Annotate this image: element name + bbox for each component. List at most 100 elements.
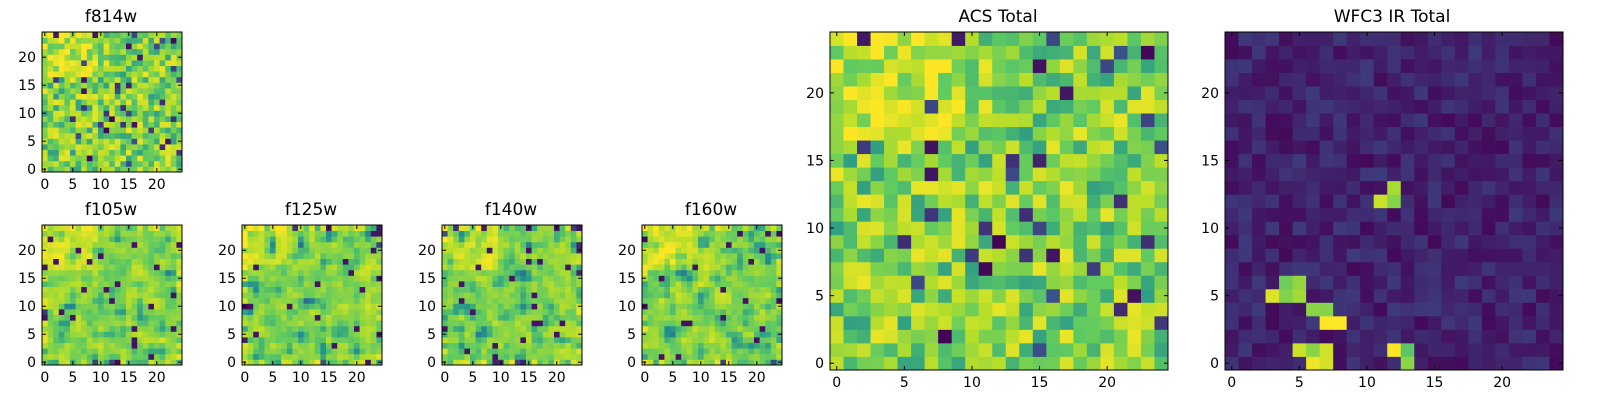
heatmap-cell: [86, 76, 93, 83]
heatmap-cell: [75, 292, 82, 299]
heatmap-cell: [647, 331, 654, 338]
heatmap-cell: [47, 37, 54, 44]
heatmap-cell: [120, 264, 127, 271]
heatmap-cell: [1414, 234, 1429, 249]
heatmap-cell: [298, 269, 304, 276]
heatmap-cell: [92, 353, 99, 360]
heatmap-cell: [675, 337, 682, 343]
heatmap-cell: [114, 225, 121, 231]
heatmap-cell: [559, 320, 566, 327]
heatmap-cell: [270, 331, 276, 338]
heatmap-cell: [1279, 99, 1293, 114]
heatmap-cell: [247, 325, 254, 332]
heatmap-cell: [830, 302, 844, 317]
heatmap-cell: [1468, 126, 1483, 141]
heatmap-cell: [542, 359, 549, 366]
heatmap-cell: [47, 309, 54, 315]
heatmap-cell: [1019, 342, 1034, 357]
heatmap-cell: [75, 166, 82, 173]
heatmap-cell: [103, 127, 110, 134]
heatmap-cell: [120, 247, 127, 254]
heatmap-cell: [475, 348, 482, 355]
heatmap-cell: [1225, 45, 1239, 60]
heatmap-cell: [170, 314, 177, 321]
heatmap-cell: [531, 297, 538, 304]
heatmap-cell: [1333, 86, 1348, 100]
heatmap-cell: [270, 320, 276, 327]
heatmap-cell: [170, 37, 177, 44]
heatmap-cell: [1360, 207, 1375, 222]
heatmap-cell: [514, 264, 521, 271]
heatmap-cell: [537, 241, 544, 248]
heatmap-cell: [92, 281, 99, 287]
heatmap-cell: [58, 281, 65, 287]
heatmap-cell: [1441, 45, 1456, 60]
heatmap-cell: [264, 253, 271, 259]
heatmap-cell: [354, 258, 360, 265]
heatmap-cell: [658, 309, 665, 315]
heatmap-cell: [64, 127, 71, 134]
heatmap-cell: [737, 309, 744, 315]
heatmap-cell: [131, 281, 138, 287]
heatmap-cell: [1100, 329, 1115, 344]
heatmap-cell: [1154, 45, 1169, 60]
heatmap-cell: [109, 48, 116, 55]
heatmap-cell: [1292, 275, 1307, 290]
heatmap-cell: [1414, 180, 1429, 195]
heatmap-cell: [548, 258, 555, 265]
heatmap-cell: [120, 32, 127, 38]
heatmap-cell: [1238, 356, 1253, 371]
heatmap-cell: [120, 127, 127, 134]
heatmap-cell: [1508, 342, 1523, 357]
heatmap-cell: [1454, 32, 1469, 46]
heatmap-cell: [64, 264, 71, 271]
heatmap-cell: [270, 348, 276, 355]
heatmap-cell: [270, 269, 276, 276]
heatmap-cell: [109, 264, 116, 271]
heatmap-cell: [692, 297, 699, 304]
heatmap-cell: [326, 309, 332, 315]
heatmap-cell: [1549, 248, 1564, 263]
heatmap-cell: [475, 264, 482, 271]
heatmap-cell: [559, 348, 566, 355]
heatmap-cell: [354, 269, 360, 276]
heatmap-cell: [1073, 275, 1088, 290]
heatmap-cell: [742, 303, 749, 310]
heatmap-cell: [737, 275, 744, 282]
heatmap-cell: [286, 286, 293, 293]
heatmap-cell: [1427, 32, 1442, 46]
heatmap-cell: [142, 144, 149, 150]
heatmap-cell: [1495, 72, 1510, 87]
heatmap-cell: [514, 359, 521, 366]
heatmap-cell: [1454, 86, 1469, 100]
y-tick-label: 20: [806, 86, 824, 102]
heatmap-cell: [481, 286, 488, 293]
heatmap-cell: [64, 166, 71, 173]
heatmap-cell: [830, 194, 844, 209]
heatmap-cell: [1292, 221, 1307, 236]
heatmap-cell: [748, 253, 755, 259]
heatmap-cell: [292, 348, 299, 355]
heatmap-cell: [1333, 32, 1348, 46]
heatmap-cell: [1086, 288, 1101, 303]
heatmap-cell: [714, 258, 721, 265]
heatmap-cell: [1360, 288, 1375, 303]
heatmap-cell: [642, 236, 648, 243]
heatmap-cell: [759, 241, 766, 248]
heatmap-cell: [247, 258, 254, 265]
heatmap-cell: [675, 225, 682, 231]
heatmap-cell: [64, 275, 71, 282]
heatmap-cell: [742, 325, 749, 332]
heatmap-cell: [42, 325, 48, 332]
heatmap-cell: [714, 303, 721, 310]
heatmap-cell: [978, 32, 993, 46]
heatmap-cell: [658, 241, 665, 248]
heatmap-cell: [86, 138, 93, 145]
heatmap-cell: [142, 281, 149, 287]
heatmap-cell: [1292, 167, 1307, 182]
heatmap-cell: [47, 297, 54, 304]
heatmap-cell: [686, 247, 693, 254]
heatmap-cell: [1454, 302, 1469, 317]
heatmap-cell: [1113, 342, 1128, 357]
heatmap-cell: [531, 269, 538, 276]
